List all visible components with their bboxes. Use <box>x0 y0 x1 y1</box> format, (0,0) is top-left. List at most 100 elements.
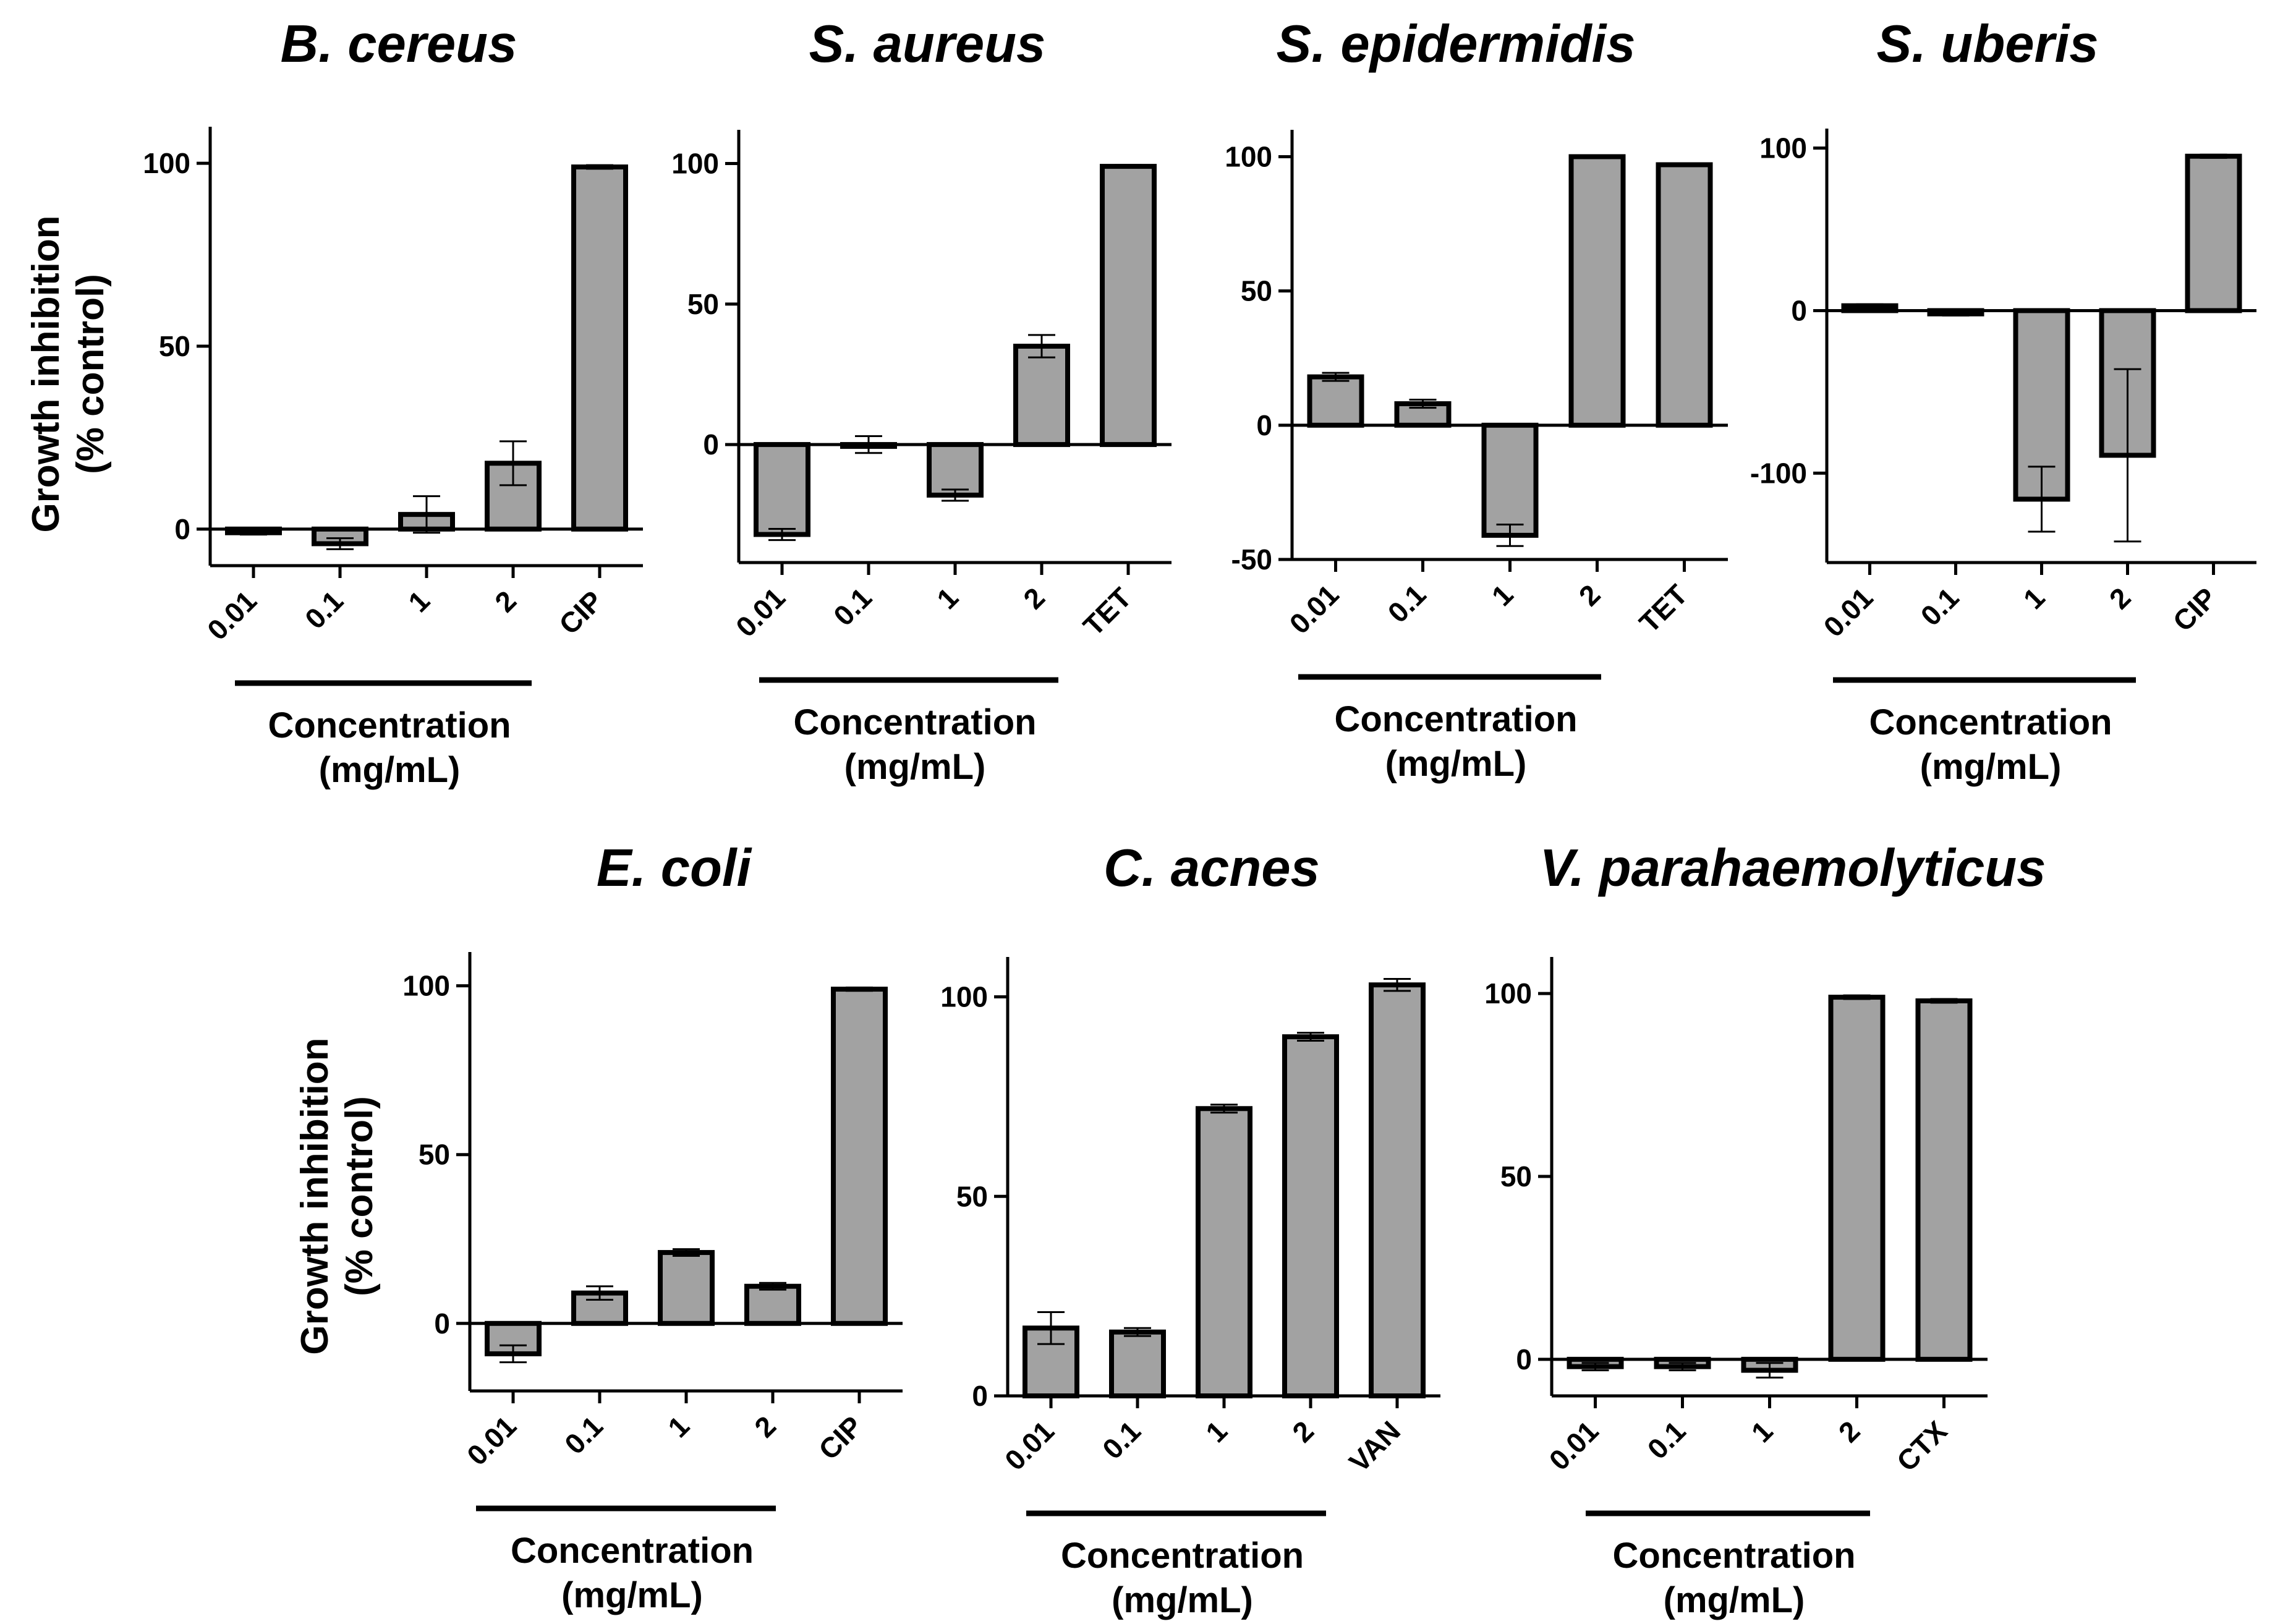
bar <box>571 164 628 532</box>
bar <box>1109 1329 1166 1399</box>
chart-title: S. epidermidis <box>1276 15 1635 74</box>
bar <box>1656 162 1713 428</box>
chart-panel: C. acnes 0 50 100 0.01 0.1 1 2 VAN Concentration(… <box>940 839 1440 1620</box>
bar <box>1013 344 1070 448</box>
y-tick-label: 0 <box>1791 294 1807 326</box>
bar <box>1369 982 1426 1398</box>
x-tick-label: 0.1 <box>1096 1414 1147 1465</box>
y-tick-label: 100 <box>1225 140 1272 172</box>
x-tick-label: CTX <box>1890 1414 1954 1477</box>
bar <box>1828 995 1886 1362</box>
y-tick-label: 0 <box>703 428 719 461</box>
x-axis-label-line1: Concentration <box>1612 1536 1855 1576</box>
x-tick-label: 1 <box>402 584 436 618</box>
x-tick-label: 1 <box>930 581 964 615</box>
bar <box>658 1250 715 1326</box>
chart-title: B. cereus <box>281 15 517 74</box>
y-tick-label: 100 <box>1759 132 1807 164</box>
y-tick-label: 50 <box>1500 1160 1532 1192</box>
y-tick-label: 100 <box>940 981 988 1013</box>
x-axis-label-line1: Concentration <box>793 702 1036 742</box>
y-tick-label: 100 <box>671 148 719 180</box>
bar <box>1307 374 1364 428</box>
x-axis-label-line2: (mg/mL) <box>319 750 461 790</box>
y-tick-label: -100 <box>1750 457 1807 489</box>
x-tick-label: 1 <box>2017 581 2051 615</box>
bar <box>1196 1106 1252 1398</box>
x-tick-label: CIP <box>553 584 609 640</box>
x-tick-label: 0.01 <box>1283 578 1345 640</box>
x-axis-label-line1: Concentration <box>1334 699 1577 739</box>
chart-panel: B. cereus 0 50 100 0.01 0.1 1 2 CIP Concentration… <box>25 15 643 790</box>
x-tick-label: 1 <box>661 1409 695 1443</box>
bar <box>1100 164 1157 448</box>
x-tick-label: 2 <box>1573 578 1607 612</box>
x-axis-label-line2: (mg/mL) <box>1920 747 2062 787</box>
chart-panel: S. aureus 0 50 100 0.01 0.1 1 2 TET Concentration… <box>671 15 1172 787</box>
y-axis-label-line2: (% control) <box>69 274 112 474</box>
y-tick-label: -50 <box>1231 543 1272 576</box>
x-tick-label: 1 <box>1745 1414 1779 1448</box>
bar <box>2185 153 2242 313</box>
x-tick-label: TET <box>1077 581 1138 642</box>
x-axis-label-line2: (mg/mL) <box>561 1575 703 1615</box>
x-axis-label-line1: Concentration <box>1061 1536 1304 1576</box>
x-tick-label: 2 <box>748 1409 782 1443</box>
x-tick-label: 1 <box>1486 578 1520 612</box>
x-axis-label-line1: Concentration <box>1869 702 2112 742</box>
x-tick-label: 2 <box>1832 1414 1866 1448</box>
y-tick-label: 0 <box>174 513 190 545</box>
chart-title: S. aureus <box>809 15 1046 74</box>
x-tick-label: 2 <box>1286 1414 1320 1448</box>
x-tick-label: 0.01 <box>729 581 791 643</box>
x-tick-label: 0.1 <box>1915 581 1965 632</box>
y-tick-label: 50 <box>956 1180 988 1212</box>
y-tick-label: 0 <box>434 1307 450 1340</box>
x-tick-label: 0.1 <box>299 584 349 635</box>
x-tick-label: 2 <box>488 584 522 618</box>
x-tick-label: TET <box>1633 578 1693 639</box>
y-tick-label: 100 <box>402 970 450 1002</box>
x-tick-label: 0.01 <box>1817 581 1879 643</box>
y-tick-label: 0 <box>972 1380 988 1412</box>
chart-title: S. uberis <box>1876 15 2098 74</box>
x-tick-label: 0.1 <box>558 1409 609 1460</box>
chart-panel: S. epidermidis -50 0 50 100 0.01 0.1 1 2 TET Conce… <box>1225 15 1728 784</box>
y-tick-label: 50 <box>419 1139 450 1171</box>
x-axis-label-line2: (mg/mL) <box>1112 1580 1253 1620</box>
bar <box>1481 422 1539 538</box>
x-axis-label-line2: (mg/mL) <box>1664 1580 1805 1620</box>
y-axis-label-line2: (% control) <box>338 1096 381 1296</box>
x-tick-label: 0.1 <box>1382 578 1432 629</box>
chart-title: C. acnes <box>1103 839 1320 898</box>
x-tick-label: VAN <box>1343 1414 1406 1478</box>
chart-title: V. parahaemolyticus <box>1540 839 2046 898</box>
bar <box>1568 154 1626 428</box>
x-tick-label: 1 <box>1199 1414 1233 1448</box>
x-tick-label: 0.1 <box>827 581 878 632</box>
bar <box>1282 1034 1339 1399</box>
y-tick-label: 50 <box>687 288 719 320</box>
y-tick-label: 0 <box>1516 1343 1532 1375</box>
x-tick-label: 0.1 <box>1641 1414 1692 1465</box>
y-axis-label-line1: Growth inhibition <box>25 215 67 532</box>
bar <box>1915 998 1973 1362</box>
x-tick-label: 0.01 <box>998 1414 1060 1476</box>
x-tick-label: 2 <box>1017 581 1051 615</box>
x-tick-label: 0.01 <box>461 1409 522 1471</box>
bar <box>754 442 810 537</box>
chart-panel: V. parahaemolyticus 0 50 100 0.01 0.1 1 2 CTX Con… <box>1484 839 2046 1620</box>
chart-panel: S. uberis -100 0 100 0.01 0.1 1 2 CIP Concentrati… <box>1750 15 2256 787</box>
x-axis-label-line1: Concentration <box>511 1531 754 1571</box>
bar <box>744 1283 801 1326</box>
y-tick-label: 100 <box>1484 977 1532 1010</box>
chart-title: E. coli <box>597 839 753 898</box>
bar <box>831 987 888 1326</box>
y-tick-label: 0 <box>1256 409 1272 441</box>
x-tick-label: 0.01 <box>1542 1414 1604 1476</box>
x-tick-label: CIP <box>2167 581 2223 637</box>
x-tick-label: 2 <box>2103 581 2137 615</box>
y-tick-label: 50 <box>1241 275 1272 307</box>
y-tick-label: 50 <box>159 330 190 362</box>
